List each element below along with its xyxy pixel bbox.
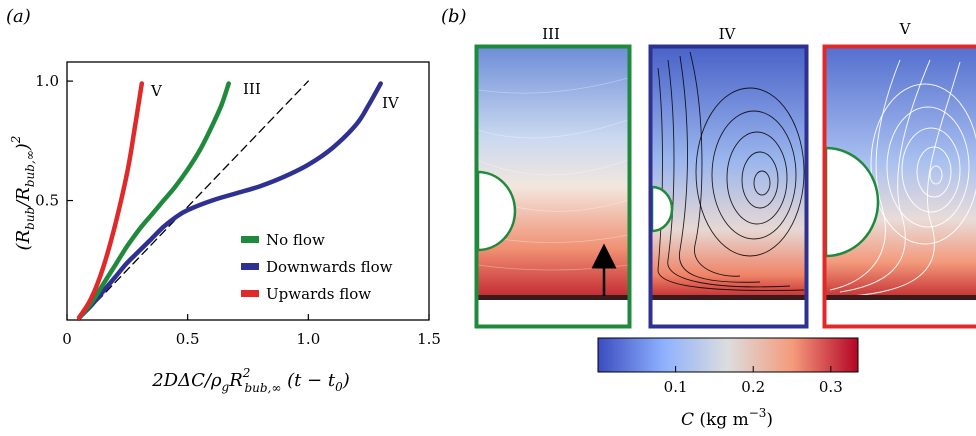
y-tick-label: 0.5: [35, 192, 59, 210]
x-axis-label: 2DΔC/ρgR2 bub,∞ (t − t0): [151, 366, 350, 395]
concentration-field-iii: III: [474, 25, 632, 329]
wall-v: [826, 295, 976, 300]
legend-swatch: [241, 236, 259, 243]
y-ticks: 0.5 1.0: [35, 72, 73, 210]
wall-iv: [652, 295, 805, 300]
bubble-iv: [650, 185, 674, 233]
series-layer: [76, 80, 383, 321]
streamlines-iv: [657, 51, 805, 291]
field-label-iii: III: [542, 25, 560, 43]
series-line-no-flow: [76, 81, 231, 320]
x-ticks: 0 0.5 1.0 1.5: [62, 314, 441, 348]
concentration-field-v: V: [822, 20, 976, 329]
series-line-upwards-flow: [76, 81, 145, 320]
curve-label-iii: III: [243, 80, 261, 98]
field-label-iv: IV: [719, 25, 737, 43]
line-chart: 0 0.5 1.0 1.5 0.5 1.0 V III IV No flow Downwa…: [9, 61, 441, 395]
colorbar-tick-label: 0.3: [819, 378, 843, 396]
legend-label: Upwards flow: [266, 285, 371, 303]
curve-label-iv: IV: [382, 94, 400, 112]
concentration-field-iv: IV: [648, 25, 809, 329]
y-axis-label: (Rbub/Rbub,∞)2: [9, 136, 37, 251]
legend-label: Downwards flow: [266, 258, 393, 276]
bubble-iii: [476, 170, 517, 252]
legend: No flow Downwards flow Upwards flow: [241, 231, 393, 303]
plot-frame: [66, 61, 430, 321]
colorbar-tick-label: 0.2: [741, 378, 765, 396]
colorbar-label: C (kg m−3): [681, 406, 773, 430]
frame-iv: [648, 44, 809, 329]
colorbar-gradient: [597, 337, 859, 373]
colorbar: 0.1 0.2 0.3 C (kg m−3): [597, 337, 859, 430]
field-iv-fill: [652, 48, 805, 300]
panel-b-label: (b): [441, 6, 467, 27]
legend-label: No flow: [266, 231, 325, 249]
x-tick-label: 0: [62, 330, 72, 348]
field-iii-fill: [478, 48, 628, 300]
x-tick-label: 1.0: [296, 330, 320, 348]
x-tick-label: 0.5: [176, 330, 200, 348]
panel-a-label: (a): [6, 6, 31, 27]
y-tick-label: 1.0: [35, 72, 59, 90]
bubble-v: [824, 146, 880, 258]
colorbar-tick-label: 0.1: [664, 378, 688, 396]
frame-iii: [474, 44, 632, 329]
frame-v: [822, 44, 976, 329]
wall-iii: [478, 295, 628, 300]
x-tick-label: 1.5: [417, 330, 441, 348]
field-label-v: V: [899, 20, 912, 38]
colorbar-ticks: 0.1 0.2 0.3: [664, 366, 843, 396]
legend-swatch: [241, 263, 259, 270]
series-line-downwards-flow: [76, 81, 383, 320]
legend-swatch: [241, 290, 259, 297]
streamlines-v: [829, 59, 976, 297]
curve-label-v: V: [150, 82, 163, 100]
